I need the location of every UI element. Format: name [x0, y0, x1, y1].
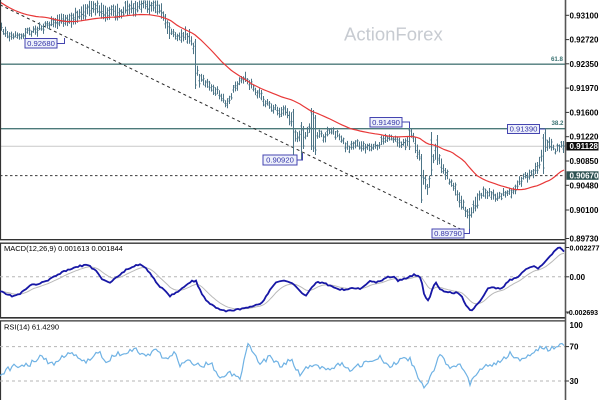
svg-text:0.00: 0.00: [570, 273, 586, 282]
svg-text:0.002277: 0.002277: [570, 244, 600, 253]
svg-text:ActionForex: ActionForex: [344, 24, 443, 45]
svg-text:0.89790: 0.89790: [434, 229, 462, 238]
svg-text:0.90100: 0.90100: [570, 206, 599, 215]
svg-text:0.93100: 0.93100: [570, 11, 599, 20]
svg-text:MACD(12,26,9) 0.001613 0.00184: MACD(12,26,9) 0.001613 0.001844: [4, 244, 123, 253]
svg-text:0.90920: 0.90920: [266, 156, 294, 165]
svg-text:70: 70: [570, 343, 579, 352]
svg-text:0.91970: 0.91970: [570, 84, 599, 93]
svg-text:0.92350: 0.92350: [570, 60, 599, 69]
svg-text:0.91390: 0.91390: [510, 125, 538, 134]
svg-text:0.90670: 0.90670: [570, 172, 599, 181]
svg-text:38.2: 38.2: [551, 120, 564, 127]
svg-text:0.92720: 0.92720: [570, 36, 599, 45]
svg-text:0.91490: 0.91490: [372, 118, 400, 127]
svg-text:RSI(14) 61.4290: RSI(14) 61.4290: [4, 323, 59, 332]
svg-text:61.8: 61.8: [551, 56, 564, 63]
svg-text:0.92680: 0.92680: [27, 39, 55, 48]
svg-text:0.89730: 0.89730: [570, 235, 599, 244]
svg-text:100: 100: [570, 321, 584, 330]
svg-text:30: 30: [570, 377, 579, 386]
svg-text:0.91600: 0.91600: [570, 108, 599, 117]
svg-text:0.91128: 0.91128: [570, 142, 599, 151]
svg-text:0.90850: 0.90850: [570, 157, 599, 166]
svg-text:-0.002693: -0.002693: [567, 310, 599, 317]
svg-text:0.91220: 0.91220: [570, 133, 599, 142]
svg-text:0.90480: 0.90480: [570, 181, 599, 190]
